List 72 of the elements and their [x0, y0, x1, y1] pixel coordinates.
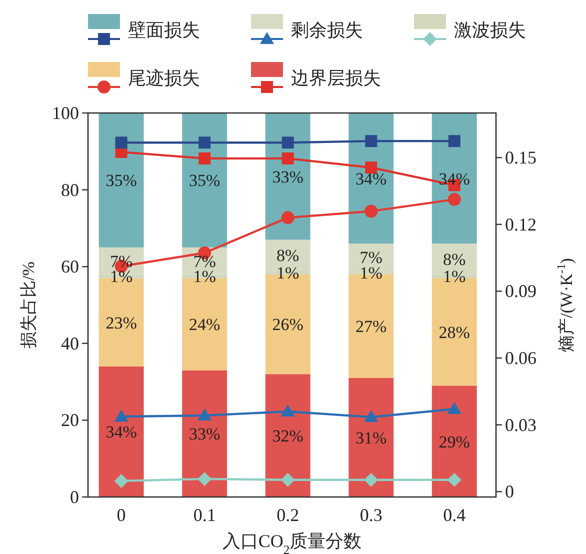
x-tick-label: 0.1	[193, 505, 216, 525]
data-label: 8%	[276, 246, 300, 266]
y2-tick-label: 0	[505, 482, 514, 502]
data-label: 1%	[443, 267, 466, 286]
point	[365, 162, 378, 174]
data-label: 23%	[106, 313, 137, 332]
data-label: 32%	[272, 426, 304, 446]
y-tick-label: 100	[52, 103, 79, 123]
bar	[182, 113, 228, 248]
data-label: 34%	[356, 169, 387, 188]
data-label: 24%	[188, 315, 220, 334]
point	[448, 192, 461, 206]
data-label: 33%	[188, 424, 220, 444]
x-tick-label: 0.2	[276, 505, 300, 525]
data-label: 1%	[110, 267, 133, 286]
y-axis-title: 损失占比/%	[19, 262, 38, 348]
legend-label: 激波损失	[454, 20, 526, 40]
y-tick-label: 80	[61, 180, 79, 200]
point	[114, 474, 128, 488]
y-tick-label: 20	[61, 410, 79, 430]
bar	[348, 378, 394, 497]
data-label: 31%	[356, 428, 387, 448]
data-label: 27%	[356, 317, 387, 336]
point	[364, 410, 378, 422]
y2-tick-label: 0.15	[505, 148, 536, 168]
data-label: 35%	[106, 171, 137, 190]
bar	[432, 113, 477, 244]
point	[282, 136, 294, 149]
point	[282, 152, 294, 164]
point	[447, 472, 462, 487]
point	[198, 152, 211, 164]
y2-tick-label: 0.03	[505, 414, 536, 435]
data-label: 1%	[276, 263, 300, 282]
x-axis-title: 入口CO$_{2}$质量分数	[222, 531, 362, 554]
point	[280, 404, 295, 416]
y2-tick-label: 0.06	[505, 348, 536, 368]
point	[198, 408, 212, 420]
point	[364, 204, 378, 218]
bar	[265, 374, 310, 497]
data-label: 8%	[443, 250, 466, 269]
y-tick-label: 40	[61, 333, 79, 354]
point	[281, 211, 294, 224]
bar	[98, 366, 144, 497]
x-tick-label: 0.3	[360, 505, 382, 525]
x-tick-label: 0.4	[443, 505, 466, 525]
point	[198, 472, 212, 486]
point	[114, 410, 128, 422]
data-label: 35%	[188, 171, 220, 190]
point	[447, 402, 462, 414]
y-tick-label: 60	[61, 256, 79, 277]
data-label: 34%	[106, 422, 137, 442]
y2-tick-label: 0.12	[505, 214, 536, 234]
point	[364, 472, 378, 487]
data-label: 28%	[438, 322, 470, 342]
legend-label: 剩余损失	[291, 20, 363, 40]
x-tick-label: 0	[116, 505, 126, 525]
point	[280, 472, 295, 487]
bar	[432, 386, 477, 497]
bar	[98, 113, 144, 248]
legend-label: 壁面损失	[128, 20, 200, 40]
data-label: 29%	[438, 432, 470, 452]
point	[115, 136, 128, 149]
data-label: 26%	[272, 315, 304, 334]
y-tick-label: 0	[70, 487, 79, 507]
point	[198, 136, 211, 149]
legend-label: 尾迹损失	[128, 68, 200, 88]
bar	[182, 370, 228, 497]
point	[448, 135, 460, 148]
data-label: 33%	[272, 167, 304, 186]
y2-tick-label: 0.09	[505, 281, 536, 302]
legend-label: 边界层损失	[291, 68, 381, 88]
point	[365, 135, 378, 148]
